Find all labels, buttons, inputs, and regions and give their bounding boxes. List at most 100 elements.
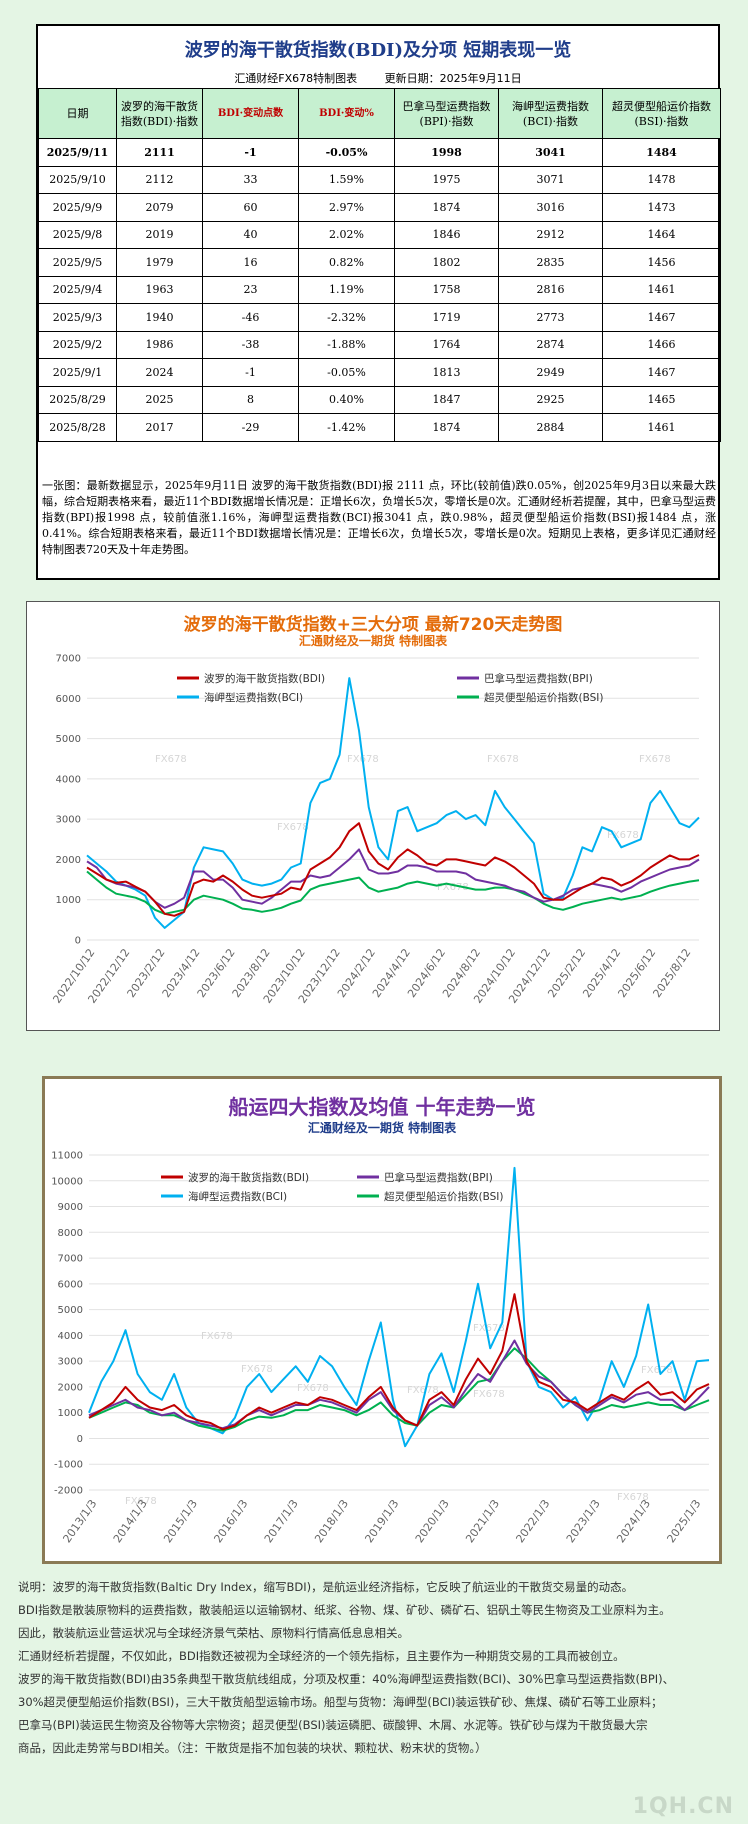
cell-bpi: 1758 [394, 275, 499, 304]
cell-bsi: 1464 [602, 220, 721, 249]
chart-720-y-tick-label: 7000 [56, 654, 81, 665]
cell-date: 2025/9/9 [38, 193, 117, 222]
chart-10y-y-tick-label: 7000 [58, 1254, 83, 1265]
header-bsi: 超灵便型船运价指数(BSI)·指数 [602, 88, 721, 139]
cell-bdi-change-pct: 1.19% [298, 275, 395, 304]
chart-10y-y-tick-label: 0 [77, 1434, 83, 1445]
chart-720-series-line-bpi [86, 848, 700, 909]
cell-bdi: 1940 [116, 303, 203, 332]
chart-720-watermark: FX678 [155, 754, 187, 765]
table-row: 2025/9/3 1940 -46 -2.32% 1719 2773 1467 [38, 303, 721, 332]
cell-bci: 3016 [498, 193, 603, 222]
cell-bdi-change-pct: -1.88% [298, 330, 395, 359]
cell-bdi-change: 60 [202, 193, 299, 222]
table-row: 2025/9/1 2024 -1 -0.05% 1813 2949 1467 [38, 358, 721, 387]
chart-720-y-tick-label: 3000 [56, 815, 81, 826]
chart-10y-watermark: FX678 [297, 1383, 329, 1394]
chart-10y-x-tick-label: 2015/1/3 [161, 1497, 200, 1545]
site-watermark: 1QH.CN [632, 1794, 734, 1819]
description-line: 商品，因此走势常与BDI相关。（注：干散货是指不加包装的块状、颗粒状、粉末状的货… [18, 1741, 487, 1755]
chart-10y-series-line-bci [88, 1166, 710, 1448]
table-subtitle: 汇通财经FX678特制图表 更新日期：2025年9月11日 [38, 70, 718, 86]
table-note: 一张图：最新数据显示，2025年9月11日 波罗的海干散货指数(BDI)报 21… [42, 479, 716, 556]
cell-bci: 2949 [498, 358, 603, 387]
chart-720-legend-label-bsi: 超灵便型船运价指数(BSI) [484, 691, 603, 704]
chart-10y-x-tick-label: 2013/1/3 [60, 1497, 99, 1545]
description-block: 说明：波罗的海干散货指数(Baltic Dry Index，缩写BDI)，是航运… [18, 1576, 742, 1760]
cell-bdi-change: 16 [202, 248, 299, 277]
chart-10y-y-tick-label: -2000 [54, 1486, 83, 1497]
cell-date: 2025/9/5 [38, 248, 117, 277]
chart-10y-x-tick-label: 2021/1/3 [463, 1497, 502, 1545]
chart-10y-x-tick-label: 2023/1/3 [564, 1497, 603, 1545]
table-row: 2025/9/5 1979 16 0.82% 1802 2835 1456 [38, 248, 721, 277]
table-row: 2025/8/29 2025 8 0.40% 1847 2925 1465 [38, 385, 721, 414]
chart-720-series-line-bci [86, 677, 700, 929]
chart-10y-watermark: FX678 [617, 1492, 649, 1503]
cell-bpi: 1874 [394, 193, 499, 222]
cell-bdi-change-pct: 2.97% [298, 193, 395, 222]
chart-10y-x-tick-label: 2019/1/3 [362, 1497, 401, 1545]
cell-bpi: 1846 [394, 220, 499, 249]
chart-10y-x-tick-label: 2016/1/3 [211, 1497, 250, 1545]
cell-bsi: 1484 [602, 138, 721, 167]
chart-720-y-tick-label: 1000 [56, 895, 81, 906]
cell-date: 2025/9/8 [38, 220, 117, 249]
chart-10y-x-tick-label: 2020/1/3 [413, 1497, 452, 1545]
chart-10y-watermark: FX678 [241, 1364, 273, 1375]
chart-10y-watermark: FX678 [407, 1385, 439, 1396]
bdi-summary-panel: 波罗的海干散货指数(BDI)及分项 短期表现一览 汇通财经FX678特制图表 更… [36, 24, 721, 580]
table-row: 2025/9/8 2019 40 2.02% 1846 2912 1464 [38, 220, 721, 249]
cell-bdi: 1986 [116, 330, 203, 359]
chart-10y-y-tick-label: 5000 [58, 1305, 83, 1316]
chart-720-y-tick-label: 6000 [56, 694, 81, 705]
chart-10y-legend-label-bci: 海岬型运费指数(BCI) [188, 1190, 287, 1203]
chart-10y-watermark: FX678 [641, 1365, 673, 1376]
chart-720-y-tick-label: 5000 [56, 734, 81, 745]
description-line: 因此，散装航运业营运状况与全球经济景气荣枯、原物料行情高低息息相关。 [18, 1626, 409, 1640]
cell-bci: 3071 [498, 165, 603, 194]
cell-bdi-change: 8 [202, 385, 299, 414]
chart-10y-x-tick-label: 2018/1/3 [312, 1497, 351, 1545]
chart-10y-y-tick-label: 11000 [51, 1151, 83, 1162]
cell-bdi-change-pct: 0.40% [298, 385, 395, 414]
chart-10y-x-tick-label: 2022/1/3 [513, 1497, 552, 1545]
chart-10y-y-tick-label: 1000 [58, 1408, 83, 1419]
chart-10y-x-tick-label: 2025/1/3 [664, 1497, 703, 1545]
description-line: 汇通财经析若提醒，不仅如此，BDI指数还被视为全球经济的一个领先指标，且主要作为… [18, 1649, 625, 1663]
chart-10y-legend-label-bpi: 巴拿马型运费指数(BPI) [384, 1171, 493, 1184]
chart-10y-subtitle: 汇通财经及一期货 特制图表 [307, 1121, 457, 1135]
header-date: 日期 [38, 88, 117, 139]
cell-bdi: 2024 [116, 358, 203, 387]
chart-10y-watermark: FX678 [473, 1389, 505, 1400]
cell-bci: 2816 [498, 275, 603, 304]
chart-720-series-line-bdi [86, 822, 700, 917]
table-row: 2025/9/9 2079 60 2.97% 1874 3016 1473 [38, 193, 721, 222]
chart-720-watermark: FX678 [639, 754, 671, 765]
header-bpi: 巴拿马型运费指数(BPI)·指数 [394, 88, 499, 139]
cell-bsi: 1478 [602, 165, 721, 194]
cell-bci: 2884 [498, 413, 603, 442]
table-title: 波罗的海干散货指数(BDI)及分项 短期表现一览 [184, 40, 572, 61]
chart-720-days: 波罗的海干散货指数+三大分项 最新720天走势图 汇通财经及一期货 特制图表 0… [26, 601, 720, 1031]
cell-bdi: 2017 [116, 413, 203, 442]
cell-bdi-change: 23 [202, 275, 299, 304]
cell-date: 2025/8/28 [38, 413, 117, 442]
chart-720-y-tick-label: 2000 [56, 855, 81, 866]
cell-date: 2025/9/11 [38, 138, 117, 167]
cell-bdi-change-pct: -2.32% [298, 303, 395, 332]
cell-bdi-change-pct: -1.42% [298, 413, 395, 442]
cell-bci: 2773 [498, 303, 603, 332]
chart-720-title: 波罗的海干散货指数+三大分项 最新720天走势图 [183, 615, 563, 635]
chart-10y-y-tick-label: 9000 [58, 1202, 83, 1213]
cell-bci: 2912 [498, 220, 603, 249]
cell-bsi: 1456 [602, 248, 721, 277]
cell-bdi: 1979 [116, 248, 203, 277]
table-row: 2025/9/4 1963 23 1.19% 1758 2816 1461 [38, 275, 721, 304]
cell-bsi: 1461 [602, 413, 721, 442]
chart-10y-y-tick-label: -1000 [54, 1460, 83, 1471]
cell-date: 2025/9/2 [38, 330, 117, 359]
bdi-data-table: 日期 波罗的海干散货指数(BDI)·指数 BDI·变动点数 BDI·变动% 巴拿… [38, 88, 721, 442]
chart-10y-y-tick-label: 8000 [58, 1228, 83, 1239]
chart-10y-title: 船运四大指数及均值 十年走势一览 [228, 1095, 536, 1119]
